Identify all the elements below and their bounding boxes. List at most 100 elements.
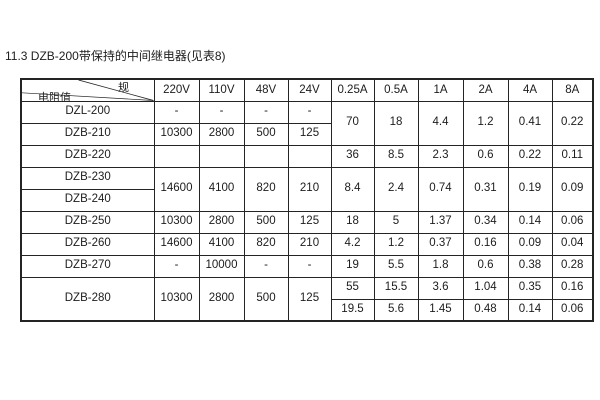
resistance-cell: 14600 — [153, 232, 200, 256]
table-row-dzb220: DZB-220 36 8.5 2.3 0.6 0.22 0.11 — [20, 144, 594, 168]
current-cell: 0.14 — [507, 298, 553, 322]
current-cell: 0.16 — [551, 276, 594, 300]
col-header-2a: 2A — [462, 78, 509, 102]
current-cell: 8.5 — [373, 144, 419, 168]
resistance-cell: 210 — [287, 232, 332, 256]
model-cell: DZB-220 — [20, 144, 155, 168]
resistance-cell: 10300 — [153, 122, 200, 146]
current-cell: 5 — [373, 210, 419, 234]
current-cell: 0.37 — [417, 232, 464, 256]
current-cell: 18 — [330, 210, 375, 234]
current-cell: 15.5 — [373, 276, 419, 300]
table-row-dzb280: DZB-280 10300 2800 500 125 55 15.5 3.6 1… — [20, 276, 594, 322]
model-cell: DZB-240 — [20, 188, 155, 212]
current-cell: 0.28 — [551, 254, 594, 278]
resistance-cell: - — [153, 254, 200, 278]
table-row-dzb230: DZB-230 14600 4100 820 210 8.4 2.4 0.74 … — [20, 166, 594, 212]
current-cell: 0.09 — [551, 166, 594, 212]
current-cell: 0.34 — [462, 210, 509, 234]
current-cell: 18 — [373, 100, 419, 146]
current-cell: 0.35 — [507, 276, 553, 300]
model-cell: DZL-200 — [20, 100, 155, 124]
current-cell: 3.6 — [417, 276, 464, 300]
resistance-cell: 210 — [287, 166, 332, 212]
resistance-cell: 14600 — [153, 166, 200, 212]
resistance-cell: 10000 — [198, 254, 245, 278]
table-row-dzb260: DZB-260 14600 4100 820 210 4.2 1.2 0.37 … — [20, 232, 594, 256]
resistance-cell: 125 — [287, 122, 332, 146]
resistance-cell: 2800 — [198, 122, 245, 146]
current-cell: 55 — [330, 276, 375, 300]
current-cell: 1.2 — [462, 100, 509, 146]
relay-spec-table: 规 格 电阻值 ( Ω ) 型号 220V 110V 48V 24V 0.25A… — [20, 78, 594, 322]
current-cell: 19 — [330, 254, 375, 278]
col-header-1a: 1A — [417, 78, 464, 102]
table-row-dzb270: DZB-270 - 10000 - - 19 5.5 1.8 0.6 0.38 … — [20, 254, 594, 278]
resistance-cell — [243, 144, 289, 168]
col-header-24v: 24V — [287, 78, 332, 102]
resistance-cell: 125 — [287, 276, 332, 322]
current-cell: 36 — [330, 144, 375, 168]
resistance-cell: 2800 — [198, 210, 245, 234]
current-cell: 2.3 — [417, 144, 464, 168]
table-row-dzb280-b: 19.5 5.6 1.45 0.48 0.14 0.06 — [21, 298, 594, 322]
current-cell: 1.45 — [417, 298, 464, 322]
current-cell: 0.09 — [507, 232, 553, 256]
resistance-cell: - — [287, 254, 332, 278]
resistance-cell: 2800 — [198, 276, 245, 322]
current-cell: 0.04 — [551, 232, 594, 256]
resistance-cell: 500 — [243, 276, 289, 322]
current-cell: 0.22 — [507, 144, 553, 168]
current-cell: 0.31 — [462, 166, 509, 212]
resistance-cell: 4100 — [198, 166, 245, 212]
current-cell: 0.6 — [462, 144, 509, 168]
current-cell: 2.4 — [373, 166, 419, 212]
diagonal-divider-lines — [22, 80, 153, 100]
current-cell: 1.37 — [417, 210, 464, 234]
resistance-cell: 125 — [287, 210, 332, 234]
current-cell: 0.19 — [507, 166, 553, 212]
current-cell: 0.14 — [507, 210, 553, 234]
resistance-cell — [287, 144, 332, 168]
current-cell: 0.6 — [462, 254, 509, 278]
current-cell: 1.04 — [462, 276, 509, 300]
current-cell: 0.41 — [507, 100, 553, 146]
current-cell: 5.6 — [373, 298, 419, 322]
current-cell: 0.38 — [507, 254, 553, 278]
resistance-cell — [198, 144, 245, 168]
col-header-05a: 0.5A — [373, 78, 419, 102]
current-cell: 0.22 — [551, 100, 594, 146]
resistance-cell: - — [287, 100, 332, 124]
header-row: 规 格 电阻值 ( Ω ) 型号 220V 110V 48V 24V 0.25A… — [20, 78, 594, 102]
corner-header-cell: 规 格 电阻值 ( Ω ) 型号 — [20, 78, 155, 102]
current-cell: 0.06 — [551, 298, 594, 322]
resistance-cell: - — [153, 100, 200, 124]
current-cell: 8.4 — [330, 166, 375, 212]
resistance-cell: 4100 — [198, 232, 245, 256]
resistance-cell — [153, 144, 200, 168]
resistance-cell: - — [198, 100, 245, 124]
current-cell: 0.06 — [551, 210, 594, 234]
model-cell: DZB-280 — [20, 276, 155, 322]
current-cell: 4.2 — [330, 232, 375, 256]
current-cell: 0.16 — [462, 232, 509, 256]
current-cell: 0.74 — [417, 166, 464, 212]
model-cell: DZB-250 — [20, 210, 155, 234]
table-row-dzb250: DZB-250 10300 2800 500 125 18 5 1.37 0.3… — [20, 210, 594, 234]
table-row-dzb210: DZB-210 10300 2800 500 125 — [20, 122, 593, 146]
current-cell: 5.5 — [373, 254, 419, 278]
col-header-48v: 48V — [243, 78, 289, 102]
col-header-220v: 220V — [153, 78, 200, 102]
current-cell: 1.2 — [373, 232, 419, 256]
resistance-cell: 10300 — [153, 210, 200, 234]
resistance-cell: - — [243, 254, 289, 278]
model-cell: DZB-210 — [20, 122, 155, 146]
current-cell: 70 — [330, 100, 375, 146]
col-header-110v: 110V — [198, 78, 245, 102]
table-row-dzl200: DZL-200 - - - - 70 18 4.4 1.2 0.41 0.22 — [20, 100, 594, 146]
resistance-cell: 500 — [243, 122, 289, 146]
current-cell: 0.48 — [462, 298, 509, 322]
model-cell: DZB-260 — [20, 232, 155, 256]
col-header-4a: 4A — [507, 78, 553, 102]
